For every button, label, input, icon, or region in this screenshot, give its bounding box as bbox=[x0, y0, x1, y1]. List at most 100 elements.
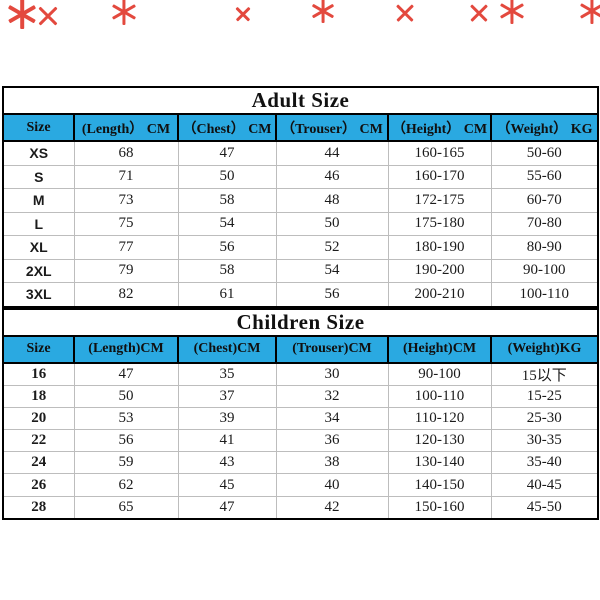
adult-row-XS: XS 68 47 44 160-165 50-60 bbox=[2, 140, 599, 166]
children-cell: 43 bbox=[177, 451, 277, 475]
children-header-2: (Chest)CM bbox=[177, 334, 277, 364]
adult-cell: 71 bbox=[73, 164, 179, 189]
adult-row-3XL: 3XL 82 61 56 200-210 100-110 bbox=[2, 282, 599, 307]
children-cell: 25-30 bbox=[490, 406, 599, 431]
red-asterisk-mark bbox=[579, 0, 600, 24]
adult-cell: 80-90 bbox=[490, 235, 599, 260]
children-cell: 30 bbox=[275, 362, 389, 386]
adult-size-label: M bbox=[2, 188, 75, 213]
children-row-18: 18 50 37 32 100-110 15-25 bbox=[2, 384, 599, 408]
children-size-label: 28 bbox=[2, 495, 75, 520]
adult-header-row: Size (Length） CM （Chest） CM （Trouser） CM （He… bbox=[2, 113, 600, 142]
adult-cell: 58 bbox=[177, 258, 277, 283]
adult-cell: 61 bbox=[177, 282, 277, 307]
adult-cell: 200-210 bbox=[387, 282, 492, 307]
children-cell: 62 bbox=[73, 473, 179, 497]
adult-row-2XL: 2XL 79 58 54 190-200 90-100 bbox=[2, 258, 599, 283]
adult-cell: 58 bbox=[177, 188, 277, 213]
children-cell: 15-25 bbox=[490, 384, 599, 408]
children-cell: 150-160 bbox=[387, 495, 492, 520]
adult-title-row: Adult Size bbox=[3, 87, 599, 115]
adult-cell: 160-165 bbox=[387, 140, 492, 166]
adult-size-title: Adult Size bbox=[3, 87, 599, 115]
children-cell: 50 bbox=[73, 384, 179, 408]
red-asterisk-mark bbox=[7, 0, 37, 29]
adult-cell: 47 bbox=[177, 140, 277, 166]
adult-row-XL: XL 77 56 52 180-190 80-90 bbox=[2, 235, 599, 260]
children-cell: 36 bbox=[275, 429, 389, 453]
adult-cell: 46 bbox=[275, 164, 389, 189]
children-cell: 40 bbox=[275, 473, 389, 497]
red-x-mark bbox=[468, 2, 490, 24]
children-cell: 42 bbox=[275, 495, 389, 520]
adult-cell: 48 bbox=[275, 188, 389, 213]
adult-size-label: XS bbox=[2, 140, 75, 166]
children-row-24: 24 59 43 38 130-140 35-40 bbox=[2, 451, 599, 475]
children-size-label: 24 bbox=[2, 451, 75, 475]
adult-cell: 70-80 bbox=[490, 211, 599, 236]
adult-cell: 50-60 bbox=[490, 140, 599, 166]
children-cell: 140-150 bbox=[387, 473, 492, 497]
children-cell: 130-140 bbox=[387, 451, 492, 475]
adult-header-5: （Weight） KG bbox=[489, 113, 600, 142]
adult-cell: 172-175 bbox=[387, 188, 492, 213]
children-cell: 90-100 bbox=[387, 362, 492, 386]
children-cell: 32 bbox=[275, 384, 389, 408]
size-chart-sheet: Adult Size Size (Length） CM （Chest） CM （Tro… bbox=[2, 86, 600, 520]
red-x-mark bbox=[36, 4, 60, 28]
adult-cell: 50 bbox=[275, 211, 389, 236]
adult-size-label: 3XL bbox=[2, 282, 75, 307]
children-header-3: (Trouser)CM bbox=[275, 334, 389, 364]
adult-cell: 100-110 bbox=[490, 282, 599, 307]
children-row-28: 28 65 47 42 150-160 45-50 bbox=[2, 495, 599, 520]
red-asterisk-mark bbox=[311, 0, 335, 23]
red-asterisk-mark bbox=[499, 0, 525, 24]
children-header-4: (Height)CM bbox=[387, 334, 492, 364]
children-size-label: 22 bbox=[2, 429, 75, 453]
children-header-row: Size (Length)CM (Chest)CM (Trouser)CM (Heigh… bbox=[2, 334, 600, 364]
adult-cell: 56 bbox=[275, 282, 389, 307]
children-size-label: 16 bbox=[2, 362, 75, 386]
adult-cell: 54 bbox=[177, 211, 277, 236]
adult-cell: 160-170 bbox=[387, 164, 492, 189]
children-cell: 59 bbox=[73, 451, 179, 475]
adult-size-label: L bbox=[2, 211, 75, 236]
children-cell: 39 bbox=[177, 406, 277, 431]
adult-cell: 190-200 bbox=[387, 258, 492, 283]
children-cell: 47 bbox=[177, 495, 277, 520]
children-cell: 37 bbox=[177, 384, 277, 408]
children-row-16: 16 47 35 30 90-100 15以下 bbox=[2, 362, 599, 386]
adult-size-label: S bbox=[2, 164, 75, 189]
adult-row-L: L 75 54 50 175-180 70-80 bbox=[2, 211, 599, 236]
adult-cell: 75 bbox=[73, 211, 179, 236]
adult-cell: 54 bbox=[275, 258, 389, 283]
adult-header-2: （Chest） CM bbox=[177, 113, 277, 142]
children-header-1: (Length)CM bbox=[73, 334, 179, 364]
adult-cell: 180-190 bbox=[387, 235, 492, 260]
children-header-5: (Weight)KG bbox=[489, 334, 600, 364]
adult-cell: 90-100 bbox=[490, 258, 599, 283]
adult-size-label: XL bbox=[2, 235, 75, 260]
adult-size-table: Adult Size Size (Length） CM （Chest） CM （Tro… bbox=[2, 86, 600, 308]
adult-row-S: S 71 50 46 160-170 55-60 bbox=[2, 164, 599, 189]
children-header-0: Size bbox=[2, 334, 75, 364]
adult-header-3: （Trouser） CM bbox=[275, 113, 389, 142]
children-cell: 53 bbox=[73, 406, 179, 431]
children-cell: 35 bbox=[177, 362, 277, 386]
children-cell: 15以下 bbox=[490, 362, 599, 386]
red-x-mark bbox=[394, 2, 416, 24]
adult-cell: 77 bbox=[73, 235, 179, 260]
adult-header-4: （Height） CM bbox=[387, 113, 492, 142]
children-row-22: 22 56 41 36 120-130 30-35 bbox=[2, 429, 599, 453]
children-cell: 35-40 bbox=[490, 451, 599, 475]
children-size-table: Children Size Size (Length)CM (Chest)CM (Tr… bbox=[2, 307, 600, 520]
children-title-row: Children Size bbox=[3, 308, 599, 337]
children-cell: 30-35 bbox=[490, 429, 599, 453]
adult-cell: 55-60 bbox=[490, 164, 599, 189]
adult-cell: 73 bbox=[73, 188, 179, 213]
children-size-label: 20 bbox=[2, 406, 75, 431]
children-cell: 45-50 bbox=[490, 495, 599, 520]
adult-cell: 50 bbox=[177, 164, 277, 189]
adult-cell: 44 bbox=[275, 140, 389, 166]
children-cell: 38 bbox=[275, 451, 389, 475]
